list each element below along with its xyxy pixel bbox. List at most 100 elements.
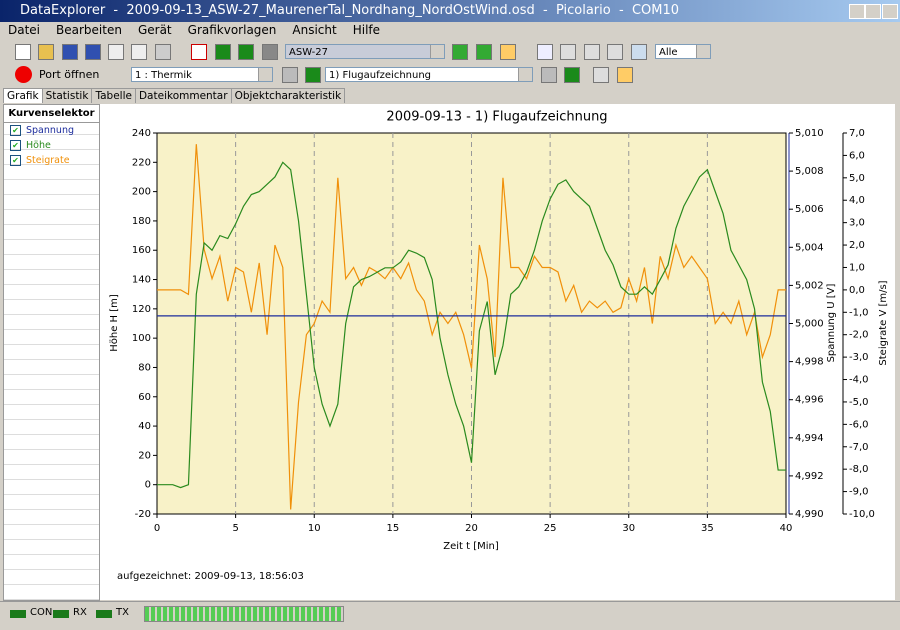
menu-bar: Datei Bearbeiten Gerät Grafikvorlagen Ansich…: [8, 23, 380, 38]
y3-tick-label: 7,0: [849, 128, 865, 139]
tool-pan[interactable]: [560, 44, 576, 60]
tool-open[interactable]: [38, 44, 54, 60]
y2-tick-label: 4,996: [795, 395, 824, 406]
tool-next[interactable]: [238, 44, 254, 60]
checkbox[interactable]: ✔: [10, 124, 21, 136]
y3-tick-label: -5,0: [849, 397, 869, 408]
y-tick-label: 160: [132, 245, 151, 256]
status-led: [53, 610, 69, 618]
tab[interactable]: Statistik: [41, 88, 93, 103]
tool-rename[interactable]: [617, 67, 633, 83]
x-tick-label: 15: [387, 523, 400, 534]
y3-tick-label: -9,0: [849, 487, 869, 498]
tool-save-as[interactable]: [85, 44, 101, 60]
progress-bar: [144, 606, 344, 622]
y3-tick-label: -4,0: [849, 375, 869, 386]
status-led: [96, 610, 112, 618]
selector-item: Höhe: [26, 139, 51, 151]
y3-tick-label: 1,0: [849, 262, 865, 273]
tool-note[interactable]: [500, 44, 516, 60]
tab[interactable]: Tabelle: [91, 88, 136, 103]
tool-device[interactable]: [262, 44, 278, 60]
tab[interactable]: Objektcharakteristik: [230, 88, 346, 103]
menu-item[interactable]: Grafikvorlagen: [187, 23, 277, 37]
checkbox[interactable]: ✔: [10, 139, 21, 151]
tool-print[interactable]: [155, 44, 171, 60]
x-tick-label: 35: [701, 523, 714, 534]
status-label: RX: [73, 607, 87, 618]
y-tick-label: 60: [138, 392, 151, 403]
tool-rec-left[interactable]: [541, 67, 557, 83]
x-tick-label: 5: [232, 523, 238, 534]
series-line: [157, 161, 786, 489]
minimize[interactable]: [849, 4, 865, 19]
tool-paste[interactable]: [131, 44, 147, 60]
status-bar: CON RX TX: [0, 601, 900, 630]
y-axis-label: Höhe H [m]: [109, 294, 120, 352]
y3-tick-label: -3,0: [849, 352, 869, 363]
menu-item[interactable]: Bearbeiten: [56, 23, 122, 37]
tool-cut[interactable]: [584, 44, 600, 60]
y3-tick-label: 6,0: [849, 150, 865, 161]
tool-delete[interactable]: [593, 67, 609, 83]
tool-copy[interactable]: [108, 44, 124, 60]
tool-cut2[interactable]: [607, 44, 623, 60]
y-tick-label: 140: [132, 275, 151, 286]
checkbox[interactable]: ✔: [10, 154, 21, 166]
status-label: TX: [116, 607, 129, 618]
y2-tick-label: 5,008: [795, 166, 824, 177]
y-tick-label: 80: [138, 362, 151, 373]
tool-zoom[interactable]: [537, 44, 553, 60]
close[interactable]: [882, 4, 898, 19]
y-tick-label: 200: [132, 187, 151, 198]
tool-prev[interactable]: [215, 44, 231, 60]
y-tick-label: 180: [132, 216, 151, 227]
y3-tick-label: -7,0: [849, 442, 869, 453]
tool-edit[interactable]: [476, 44, 492, 60]
y-tick-label: 0: [145, 480, 151, 491]
menu-item[interactable]: Gerät: [137, 23, 172, 37]
status-led: [10, 610, 26, 618]
selector-row: ✔ Spannung: [4, 123, 99, 137]
y2-tick-label: 5,004: [795, 242, 824, 253]
channel-combo[interactable]: 1 : Thermik: [131, 67, 273, 82]
y3-tick-label: 5,0: [849, 173, 865, 184]
y3-tick-label: -2,0: [849, 330, 869, 341]
y3-tick-label: -6,0: [849, 419, 869, 430]
tool-check[interactable]: [191, 44, 207, 60]
port-indicator[interactable]: [15, 66, 32, 83]
tool-add[interactable]: [452, 44, 468, 60]
y2-tick-label: 4,992: [795, 471, 824, 482]
tool-fit[interactable]: [631, 44, 647, 60]
y2-tick-label: 5,002: [795, 280, 824, 291]
tab[interactable]: Grafik: [3, 88, 43, 103]
y-tick-label: 120: [132, 304, 151, 315]
menu-item[interactable]: Ansicht: [292, 23, 337, 37]
record-combo[interactable]: 1) Flugaufzeichnung: [325, 67, 533, 82]
selector-item: Spannung: [26, 124, 74, 136]
menu-item[interactable]: Datei: [8, 23, 41, 37]
y3-tick-label: -1,0: [849, 307, 869, 318]
tool-save[interactable]: [62, 44, 78, 60]
maximize[interactable]: [865, 4, 881, 19]
tool-next-rec[interactable]: [305, 67, 321, 83]
x-tick-label: 40: [780, 523, 793, 534]
selector-row: ✔ Höhe: [4, 138, 99, 152]
filter-combo[interactable]: Alle: [655, 44, 711, 59]
x-tick-label: 10: [308, 523, 321, 534]
tab[interactable]: Dateikommentar: [134, 88, 232, 103]
x-tick-label: 25: [544, 523, 557, 534]
y-tick-label: 100: [132, 333, 151, 344]
port-label[interactable]: Port öffnen: [39, 68, 100, 81]
tool-new[interactable]: [15, 44, 31, 60]
tool-rec-right[interactable]: [564, 67, 580, 83]
window-title: DataExplorer - 2009-09-13_ASW-27_Maurene…: [20, 3, 680, 18]
x-tick-label: 30: [622, 523, 635, 534]
y-tick-label: -20: [135, 509, 151, 520]
y3-tick-label: 3,0: [849, 218, 865, 229]
menu-item[interactable]: Hilfe: [352, 23, 381, 37]
device-combo[interactable]: ASW-27: [285, 44, 445, 59]
tool-prev-rec[interactable]: [282, 67, 298, 83]
x-axis-label: Zeit t [Min]: [443, 541, 499, 552]
